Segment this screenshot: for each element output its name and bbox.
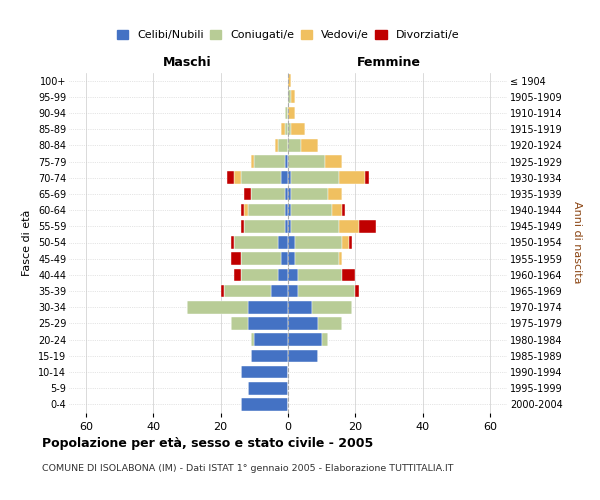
Bar: [221, 285, 224, 298]
Bar: [231, 236, 234, 249]
Bar: [241, 172, 281, 184]
Bar: [288, 236, 295, 249]
Bar: [298, 268, 342, 281]
Bar: [298, 285, 355, 298]
Bar: [288, 74, 292, 87]
Bar: [284, 220, 288, 232]
Bar: [275, 139, 278, 151]
Bar: [338, 220, 359, 232]
Bar: [284, 155, 288, 168]
Bar: [292, 204, 332, 216]
Bar: [251, 334, 254, 346]
Text: Femmine: Femmine: [357, 56, 421, 70]
Bar: [244, 220, 284, 232]
Bar: [271, 285, 288, 298]
Bar: [288, 188, 292, 200]
Bar: [288, 268, 298, 281]
Bar: [342, 268, 355, 281]
Bar: [292, 90, 295, 103]
Bar: [241, 268, 278, 281]
Y-axis label: Anni di nascita: Anni di nascita: [572, 201, 582, 283]
Bar: [241, 252, 281, 265]
Bar: [284, 188, 288, 200]
Bar: [359, 220, 376, 232]
Bar: [278, 236, 288, 249]
Bar: [288, 172, 292, 184]
Bar: [292, 123, 305, 136]
Bar: [234, 268, 241, 281]
Bar: [288, 285, 298, 298]
Bar: [248, 382, 288, 394]
Bar: [241, 204, 244, 216]
Bar: [251, 350, 288, 362]
Bar: [292, 220, 338, 232]
Bar: [248, 204, 284, 216]
Bar: [248, 317, 288, 330]
Bar: [241, 398, 288, 410]
Legend: Celibi/Nubili, Coniugati/e, Vedovi/e, Divorziati/e: Celibi/Nubili, Coniugati/e, Vedovi/e, Di…: [112, 26, 464, 44]
Bar: [342, 236, 349, 249]
Y-axis label: Fasce di età: Fasce di età: [22, 210, 32, 276]
Bar: [278, 268, 288, 281]
Bar: [244, 188, 251, 200]
Bar: [281, 252, 288, 265]
Bar: [254, 155, 284, 168]
Bar: [292, 188, 328, 200]
Bar: [288, 301, 311, 314]
Bar: [292, 172, 338, 184]
Bar: [338, 172, 365, 184]
Bar: [284, 204, 288, 216]
Bar: [322, 334, 328, 346]
Bar: [365, 172, 369, 184]
Bar: [234, 236, 278, 249]
Bar: [288, 106, 295, 120]
Bar: [288, 220, 292, 232]
Bar: [281, 172, 288, 184]
Bar: [254, 334, 288, 346]
Bar: [288, 334, 322, 346]
Bar: [244, 204, 248, 216]
Bar: [227, 172, 234, 184]
Bar: [284, 123, 288, 136]
Bar: [355, 285, 359, 298]
Bar: [281, 123, 284, 136]
Text: COMUNE DI ISOLABONA (IM) - Dati ISTAT 1° gennaio 2005 - Elaborazione TUTTITALIA.: COMUNE DI ISOLABONA (IM) - Dati ISTAT 1°…: [42, 464, 454, 473]
Bar: [288, 317, 319, 330]
Text: Maschi: Maschi: [163, 56, 211, 70]
Bar: [278, 139, 288, 151]
Bar: [301, 139, 319, 151]
Bar: [342, 204, 345, 216]
Bar: [241, 366, 288, 378]
Bar: [234, 172, 241, 184]
Bar: [241, 220, 244, 232]
Bar: [284, 106, 288, 120]
Bar: [288, 139, 301, 151]
Bar: [295, 236, 342, 249]
Bar: [251, 155, 254, 168]
Bar: [338, 252, 342, 265]
Bar: [332, 204, 342, 216]
Bar: [224, 285, 271, 298]
Text: Popolazione per età, sesso e stato civile - 2005: Popolazione per età, sesso e stato civil…: [42, 438, 373, 450]
Bar: [231, 252, 241, 265]
Bar: [231, 317, 248, 330]
Bar: [319, 317, 342, 330]
Bar: [288, 350, 319, 362]
Bar: [295, 252, 338, 265]
Bar: [248, 301, 288, 314]
Bar: [288, 90, 292, 103]
Bar: [311, 301, 352, 314]
Bar: [328, 188, 342, 200]
Bar: [288, 155, 325, 168]
Bar: [325, 155, 342, 168]
Bar: [187, 301, 248, 314]
Bar: [288, 123, 292, 136]
Bar: [288, 204, 292, 216]
Bar: [251, 188, 284, 200]
Bar: [288, 252, 295, 265]
Bar: [349, 236, 352, 249]
